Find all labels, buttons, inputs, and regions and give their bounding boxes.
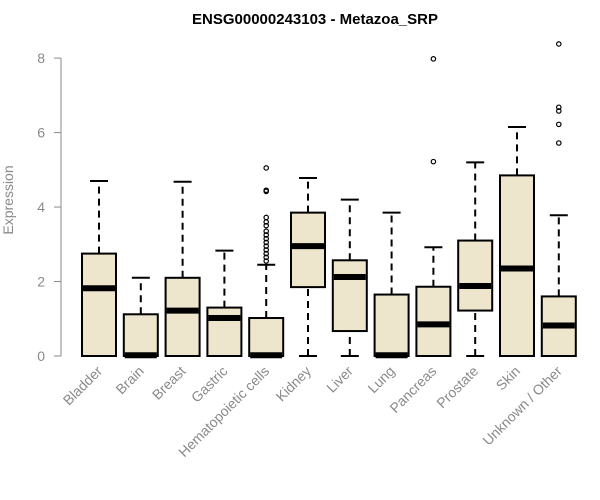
outlier-point — [555, 140, 562, 146]
box-1 — [122, 276, 159, 359]
outlier-point — [263, 187, 270, 194]
outlier-point — [555, 41, 562, 47]
chart-title: ENSG00000243103 - Metazoa_SRP — [192, 11, 438, 28]
x-tick-label: Prostate — [433, 363, 481, 411]
x-tick-label: Liver — [323, 363, 356, 396]
iqr-box — [457, 239, 494, 312]
outlier-point — [263, 228, 270, 235]
iqr-box — [331, 259, 368, 333]
x-tick-label: Skin — [493, 363, 524, 394]
y-tick-label: 0 — [37, 348, 45, 364]
outlier-point — [263, 254, 270, 261]
box-3 — [206, 249, 243, 358]
x-tick-label: Unknown / Other — [479, 363, 565, 449]
box-0 — [81, 179, 117, 358]
iqr-box — [248, 317, 285, 358]
box-10 — [499, 125, 535, 357]
iqr-box — [81, 252, 117, 358]
outlier-point — [555, 121, 562, 128]
x-tick-label: Lung — [364, 363, 397, 396]
iqr-box — [290, 211, 326, 289]
y-tick-label: 8 — [37, 50, 45, 66]
outlier-point — [263, 250, 270, 257]
x-tick-label: Brain — [112, 363, 146, 397]
outlier-point — [263, 165, 270, 171]
box-2 — [164, 180, 201, 357]
y-tick-label: 4 — [37, 199, 45, 215]
outlier-point — [263, 222, 270, 229]
x-tick-label: Breast — [149, 363, 189, 403]
iqr-box — [122, 313, 159, 357]
y-tick-label: 2 — [37, 274, 45, 290]
box-9 — [457, 161, 494, 357]
outlier-point — [555, 108, 562, 114]
iqr-box — [373, 293, 410, 357]
iqr-box — [164, 276, 201, 357]
box-5 — [290, 177, 326, 357]
iqr-box — [206, 306, 243, 358]
box-7 — [373, 211, 410, 359]
outlier-point — [263, 239, 270, 246]
box-4 — [248, 165, 285, 359]
outlier-point — [263, 214, 270, 221]
y-axis-label: Expression — [0, 165, 16, 234]
x-tick-label: Kidney — [273, 363, 315, 405]
outlier-point — [263, 247, 270, 253]
outlier-point — [263, 243, 270, 249]
y-axis: 0 2 4 6 8 — [37, 50, 62, 364]
outlier-point — [263, 232, 270, 238]
box-11 — [540, 41, 577, 357]
outlier-point — [263, 235, 270, 242]
outlier-point — [430, 56, 437, 62]
boxes-layer — [81, 41, 577, 359]
outlier-point — [555, 104, 562, 111]
box-6 — [331, 198, 368, 357]
box-8 — [415, 56, 452, 358]
outlier-point — [263, 258, 270, 264]
outlier-point — [430, 158, 437, 165]
x-tick-label: Bladder — [60, 363, 106, 409]
y-tick-label: 6 — [37, 125, 45, 141]
